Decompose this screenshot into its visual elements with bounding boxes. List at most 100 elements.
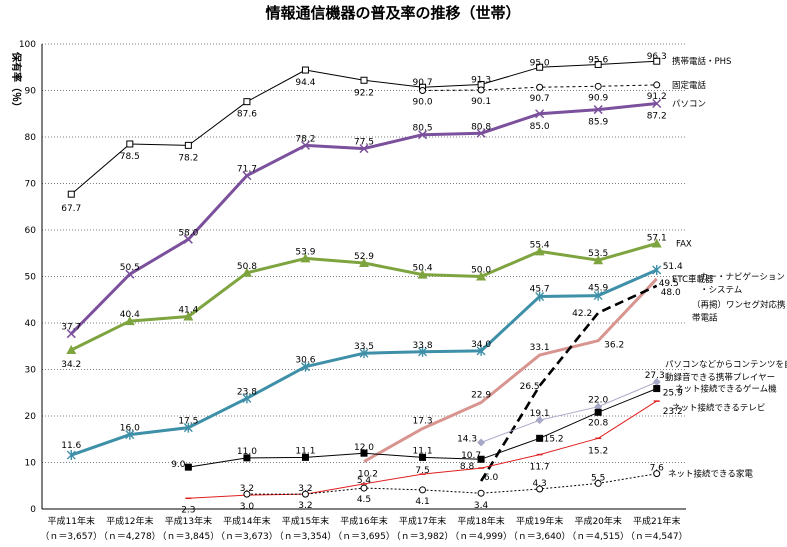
data-label: 22.9: [471, 391, 491, 401]
x-sample-label: （ｎ＝3,354）: [275, 531, 337, 542]
data-label: 52.9: [354, 252, 374, 262]
data-point: [593, 105, 603, 115]
data-label: 10.2: [358, 470, 378, 480]
data-label: 5.4: [357, 476, 372, 486]
data-point: [594, 60, 602, 68]
data-label: 17.5: [178, 417, 198, 427]
series-name-label: カー・ナビゲーション: [700, 272, 785, 283]
data-label: 9.0: [171, 460, 186, 470]
data-point: [477, 438, 486, 447]
data-point: [183, 422, 193, 433]
data-label: 91.2: [647, 92, 667, 102]
y-tick-label: 70: [25, 180, 37, 190]
x-sample-label: （ｎ＝4,278）: [99, 531, 161, 542]
x-category-label: 平成17年末: [399, 515, 446, 527]
data-point: [301, 490, 309, 498]
data-label: 4.3: [532, 479, 546, 489]
x-sample-label: （ｎ＝3,695）: [333, 531, 395, 542]
y-tick-label: 50: [25, 273, 37, 283]
data-point: [594, 402, 603, 411]
data-label: 50.5: [120, 263, 140, 273]
x-sample-label: （ｎ＝3,640）: [509, 531, 571, 542]
data-label: 34.2: [61, 360, 81, 370]
data-point: [477, 489, 485, 497]
data-point: [359, 258, 369, 268]
x-sample-label: （ｎ＝4,547）: [626, 531, 688, 542]
data-label: 23.8: [237, 387, 257, 397]
data-point: [360, 76, 368, 84]
series-name-label: ・システム: [700, 286, 742, 296]
data-label: 27.3: [645, 371, 665, 381]
data-label: 3.2: [298, 484, 312, 494]
data-labels: 67.7 78.5 78.2 87.6 94.4 92.2 90.7 91.3 95.0 95.6…: [61, 52, 683, 515]
series-name-label: ネット接続できるゲーム機: [675, 384, 777, 395]
data-point: [535, 109, 545, 119]
data-label: 49.5: [659, 279, 679, 289]
y-axis-label: 保有率（％）: [10, 51, 23, 112]
data-point: [536, 63, 544, 71]
data-label: 57.1: [647, 233, 667, 243]
series-2: [66, 98, 662, 339]
data-point: [476, 345, 486, 356]
y-axis-title: 保有率（％）: [10, 51, 23, 112]
series-name-label: パソコン: [672, 100, 706, 110]
y-tick-labels: 0 10 20 30 40 50 60 70 80 90 100: [19, 40, 36, 515]
y-tick-label: 100: [19, 40, 36, 50]
data-label: 91.3: [471, 75, 491, 85]
data-point: [536, 83, 544, 91]
data-label: 37.7: [61, 323, 81, 333]
y-tick-label: 80: [25, 133, 37, 143]
series-line: [479, 284, 658, 482]
x-category-label: 平成15年末: [282, 515, 329, 527]
series-line: [246, 473, 657, 495]
data-point: [243, 98, 251, 106]
data-point: [360, 484, 368, 492]
data-point: [124, 316, 135, 326]
data-label: 94.4: [295, 78, 315, 88]
series-name-label: ETC車載器: [672, 274, 714, 285]
data-label: 45.7: [530, 284, 550, 294]
data-label: 41.4: [178, 305, 198, 315]
x-category-label: 平成21年末: [633, 515, 680, 527]
data-point: [66, 344, 77, 354]
series-10: [243, 470, 661, 498]
data-point: [301, 453, 309, 461]
data-point: [184, 463, 192, 471]
data-label: 90.1: [471, 97, 491, 107]
data-label: 90.7: [530, 94, 550, 104]
series-name-label: （再掲）ワンセグ対応携: [692, 299, 786, 310]
data-label: 2.3: [181, 505, 195, 515]
x-category-label: 平成13年末: [165, 515, 212, 527]
data-label: 90.0: [413, 98, 433, 108]
data-label: 4.1: [415, 497, 429, 507]
data-label: 67.7: [61, 204, 81, 214]
axes: [41, 44, 686, 510]
data-label: 3.0: [240, 502, 255, 512]
data-label: 3.2: [298, 501, 312, 511]
data-point: [243, 490, 251, 498]
data-label: 6.0: [484, 473, 499, 483]
data-point: [418, 346, 428, 357]
series-name-label: FAX: [676, 239, 692, 249]
data-label: 95.6: [588, 55, 608, 65]
data-point: [419, 87, 427, 94]
data-label: 95.0: [530, 58, 550, 68]
data-label: 71.7: [237, 165, 257, 175]
y-tick-label: 20: [25, 412, 37, 422]
data-label: 14.3: [457, 435, 477, 445]
data-label: 58.0: [178, 228, 198, 238]
data-label: 85.9: [588, 118, 608, 128]
series-name-label: 携帯電話・PHS: [672, 56, 731, 67]
data-point: [593, 255, 604, 265]
data-point: [594, 479, 602, 487]
data-point: [652, 378, 661, 387]
data-label: 23.2: [663, 407, 683, 417]
data-point: [477, 455, 485, 463]
data-label: 53.5: [588, 249, 608, 259]
data-point: [419, 453, 427, 461]
data-point: [534, 246, 545, 256]
data-label: 25.9: [663, 389, 683, 399]
data-point: [360, 449, 368, 457]
data-label: 33.1: [530, 343, 550, 353]
